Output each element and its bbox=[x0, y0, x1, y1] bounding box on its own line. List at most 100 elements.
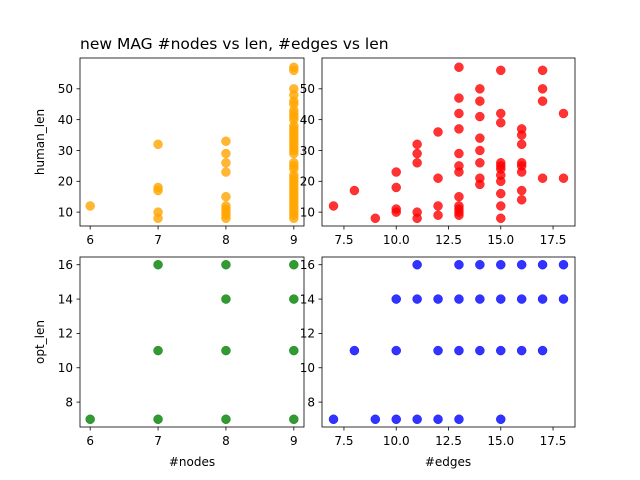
ylabel-bottom-left: opt_len bbox=[33, 320, 47, 364]
point-bottom-right-14 bbox=[454, 294, 464, 304]
ytick-label-top-left-2: 30 bbox=[58, 144, 73, 158]
ytick-label-top-right-2: 30 bbox=[300, 144, 315, 158]
xtick-label-top-left-3: 9 bbox=[290, 233, 298, 247]
ytick-label-top-left-0: 10 bbox=[58, 205, 73, 219]
point-top-right-19 bbox=[454, 201, 464, 211]
xtick-label-bottom-left-0: 6 bbox=[86, 434, 94, 448]
point-bottom-right-7 bbox=[412, 294, 422, 304]
ytick-label-top-right-3: 40 bbox=[300, 113, 315, 127]
point-top-right-33 bbox=[475, 111, 485, 122]
ytick-label-bottom-left-4: 16 bbox=[58, 258, 73, 272]
xtick-label-top-left-1: 7 bbox=[154, 233, 162, 247]
point-top-right-2 bbox=[370, 213, 381, 224]
point-bottom-left-10 bbox=[289, 294, 299, 304]
point-top-right-37 bbox=[496, 201, 506, 211]
point-top-right-46 bbox=[496, 65, 506, 76]
point-bottom-left-8 bbox=[289, 414, 299, 425]
point-top-left-12 bbox=[221, 167, 231, 177]
point-top-right-38 bbox=[496, 188, 506, 199]
point-top-right-27 bbox=[454, 62, 464, 72]
point-top-right-58 bbox=[537, 65, 548, 76]
point-top-right-11 bbox=[412, 139, 422, 150]
point-top-left-2 bbox=[153, 207, 163, 217]
point-bottom-left-5 bbox=[221, 345, 231, 356]
point-top-right-8 bbox=[412, 207, 422, 217]
point-top-right-5 bbox=[391, 182, 401, 193]
point-top-left-51 bbox=[289, 84, 299, 94]
xtick-label-top-right-4: 17.5 bbox=[540, 233, 567, 247]
ytick-label-top-left-1: 20 bbox=[58, 175, 73, 189]
point-top-right-32 bbox=[475, 133, 485, 143]
point-top-right-57 bbox=[537, 84, 548, 94]
point-bottom-right-6 bbox=[412, 414, 422, 425]
xtick-label-top-left-0: 6 bbox=[86, 233, 94, 247]
point-bottom-right-23 bbox=[516, 345, 527, 356]
ylabel-top-left: human_len bbox=[33, 109, 47, 175]
point-top-right-29 bbox=[475, 173, 485, 183]
xtick-label-bottom-right-0: 7.5 bbox=[334, 434, 353, 448]
point-top-right-6 bbox=[391, 167, 401, 177]
point-bottom-right-21 bbox=[496, 294, 506, 304]
xtick-label-top-right-0: 7.5 bbox=[334, 233, 353, 247]
point-bottom-right-30 bbox=[558, 259, 569, 270]
point-top-right-4 bbox=[391, 204, 401, 214]
ytick-label-bottom-right-0: 8 bbox=[307, 395, 315, 409]
point-top-right-13 bbox=[433, 201, 443, 211]
xlabel-bottom-left: #nodes bbox=[169, 455, 215, 469]
point-bottom-left-4 bbox=[221, 414, 231, 425]
xtick-label-top-right-3: 15.0 bbox=[487, 233, 514, 247]
ytick-label-bottom-right-1: 10 bbox=[300, 361, 315, 375]
point-bottom-right-29 bbox=[558, 294, 569, 304]
ytick-label-bottom-left-0: 8 bbox=[65, 395, 73, 409]
ytick-label-bottom-left-1: 10 bbox=[58, 361, 73, 375]
xtick-label-bottom-left-3: 9 bbox=[290, 434, 298, 448]
xtick-label-bottom-left-2: 8 bbox=[222, 434, 230, 448]
point-bottom-left-0 bbox=[85, 414, 95, 425]
point-top-right-52 bbox=[516, 139, 527, 150]
ytick-label-bottom-left-2: 12 bbox=[58, 327, 73, 341]
point-bottom-right-0 bbox=[328, 414, 339, 425]
point-top-right-20 bbox=[454, 191, 464, 202]
ytick-label-top-left-4: 50 bbox=[58, 82, 73, 96]
point-bottom-right-16 bbox=[475, 345, 485, 356]
point-top-right-48 bbox=[516, 185, 527, 196]
xtick-label-bottom-right-2: 12.5 bbox=[435, 434, 462, 448]
point-top-right-54 bbox=[516, 124, 527, 134]
point-bottom-left-2 bbox=[153, 345, 163, 356]
point-bottom-right-18 bbox=[475, 259, 485, 270]
point-bottom-right-2 bbox=[370, 414, 381, 425]
axes-frame-bottom-left bbox=[79, 256, 305, 428]
xtick-label-top-right-1: 10.0 bbox=[383, 233, 410, 247]
point-bottom-right-22 bbox=[496, 259, 506, 270]
ytick-label-bottom-right-4: 16 bbox=[300, 258, 315, 272]
point-top-right-59 bbox=[558, 173, 569, 183]
point-top-right-35 bbox=[475, 84, 485, 94]
point-top-right-24 bbox=[454, 124, 464, 134]
point-bottom-right-10 bbox=[433, 345, 443, 356]
point-top-right-22 bbox=[454, 161, 464, 171]
ytick-label-top-right-1: 20 bbox=[300, 175, 315, 189]
point-top-left-11 bbox=[221, 191, 231, 202]
figure-title: new MAG #nodes vs len, #edges vs len bbox=[80, 35, 389, 53]
point-bottom-right-5 bbox=[391, 294, 401, 304]
point-bottom-right-27 bbox=[537, 294, 548, 304]
point-bottom-left-11 bbox=[289, 259, 299, 270]
panel-top-right: 7.5 10.0 12.5 15.0 17.5 10 20 30 40 50 bbox=[300, 57, 576, 247]
point-top-left-5 bbox=[153, 139, 163, 150]
xtick-label-top-right-2: 12.5 bbox=[435, 233, 462, 247]
point-top-right-14 bbox=[433, 173, 443, 183]
point-top-right-47 bbox=[516, 195, 527, 205]
point-bottom-left-1 bbox=[153, 414, 163, 425]
panel-bottom-left: 6 7 8 9 8 10 12 14 16 opt_len #nodes bbox=[33, 256, 305, 469]
ytick-label-top-right-0: 10 bbox=[300, 205, 315, 219]
point-bottom-right-28 bbox=[537, 259, 548, 270]
xtick-label-bottom-left-1: 7 bbox=[154, 434, 162, 448]
ytick-label-bottom-right-3: 14 bbox=[300, 292, 315, 306]
point-top-right-12 bbox=[433, 210, 443, 220]
xtick-label-bottom-right-4: 17.5 bbox=[540, 434, 567, 448]
point-top-left-10 bbox=[221, 201, 231, 211]
point-bottom-right-19 bbox=[496, 414, 506, 425]
axes-frame-top-left bbox=[79, 57, 305, 227]
point-top-right-30 bbox=[475, 158, 485, 168]
xtick-label-top-left-2: 8 bbox=[222, 233, 230, 247]
